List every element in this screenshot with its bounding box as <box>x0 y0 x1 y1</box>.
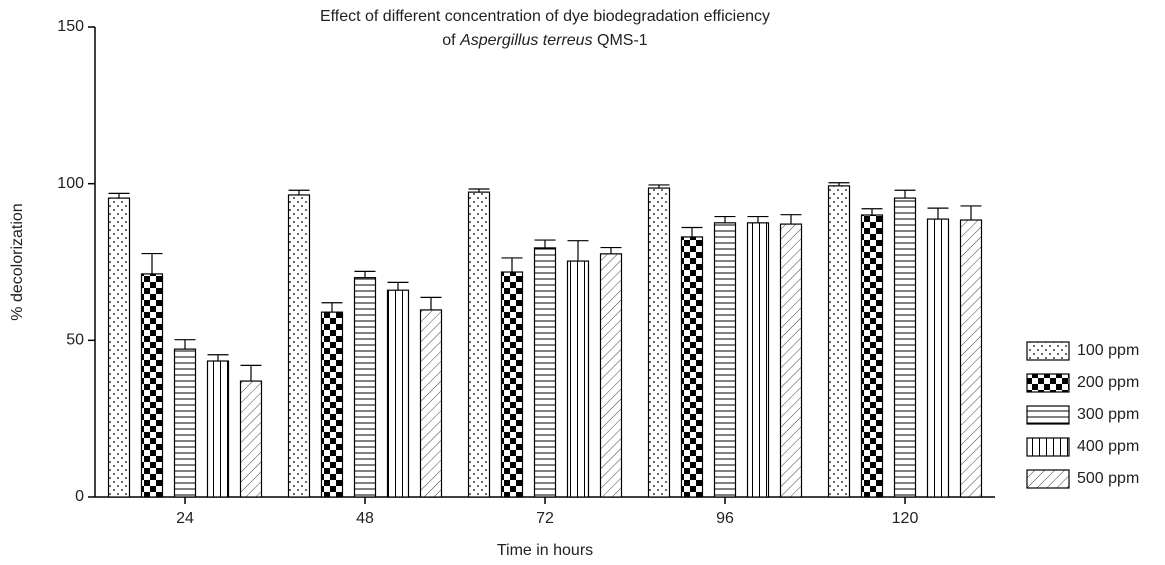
bar <box>206 360 230 498</box>
bar <box>140 273 164 498</box>
y-axis-label: % decolorization <box>9 203 26 320</box>
bar <box>173 348 197 498</box>
bar <box>239 380 263 498</box>
x-tick-label: 96 <box>716 510 734 527</box>
chart-title: Effect of different concentration of dye… <box>320 8 770 25</box>
bar <box>680 236 704 498</box>
bar <box>959 219 983 498</box>
bar <box>647 187 671 498</box>
x-axis-label: Time in hours <box>497 542 593 559</box>
legend-swatch <box>1026 373 1070 393</box>
bar <box>599 253 623 498</box>
legend-label: 200 ppm <box>1077 374 1139 391</box>
legend-swatch <box>1026 437 1070 457</box>
legend-label: 500 ppm <box>1077 470 1139 487</box>
bar <box>533 247 557 498</box>
bar <box>320 311 344 498</box>
bar <box>779 223 803 498</box>
x-tick-label: 48 <box>356 510 374 527</box>
bar <box>287 194 311 498</box>
bar <box>467 191 491 498</box>
legend-label: 400 ppm <box>1077 438 1139 455</box>
bar <box>107 197 131 498</box>
legend-label: 100 ppm <box>1077 342 1139 359</box>
bar <box>353 277 377 498</box>
bar <box>827 185 851 498</box>
x-tick-label: 120 <box>892 510 919 527</box>
chart-title-line2: of Aspergillus terreus QMS-1 <box>442 32 648 49</box>
x-tick-label: 24 <box>176 510 194 527</box>
x-tick-label: 72 <box>536 510 554 527</box>
bar <box>500 271 524 498</box>
legend-swatch <box>1026 341 1070 361</box>
legend-swatch <box>1026 405 1070 425</box>
bar <box>713 222 737 498</box>
bar <box>566 260 590 498</box>
legend-label: 300 ppm <box>1077 406 1139 423</box>
bar <box>386 289 410 498</box>
y-tick-label: 100 <box>57 175 84 192</box>
legend-swatch <box>1026 469 1070 489</box>
bar <box>893 197 917 498</box>
bar <box>860 214 884 498</box>
y-tick-label: 0 <box>75 488 84 505</box>
y-tick-label: 150 <box>57 18 84 35</box>
bar <box>746 222 770 498</box>
y-tick-label: 50 <box>66 332 84 349</box>
bar <box>926 218 950 498</box>
bar <box>419 309 443 498</box>
